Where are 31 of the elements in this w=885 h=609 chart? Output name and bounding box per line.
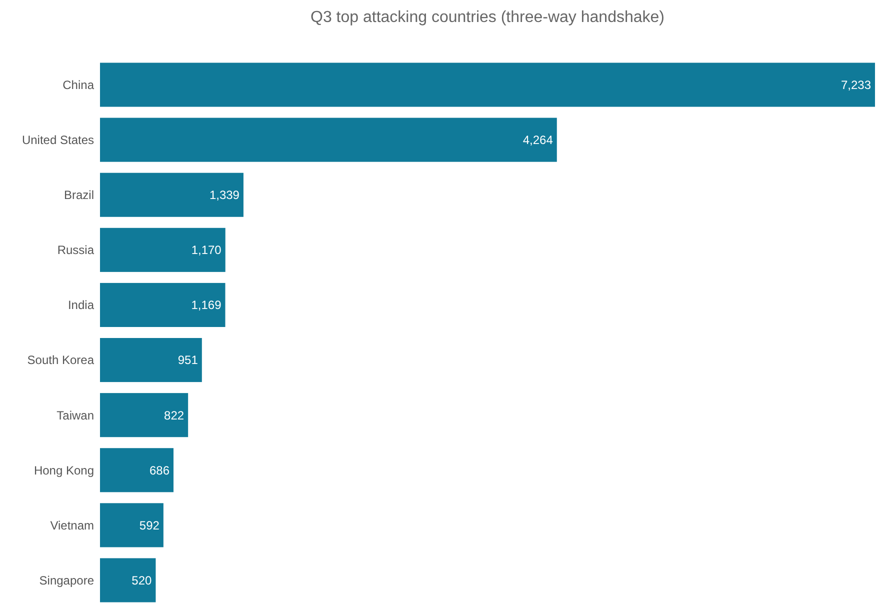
y-tick-label: India xyxy=(68,298,94,312)
y-tick-label: United States xyxy=(22,133,94,148)
bar xyxy=(100,118,557,162)
y-tick-label: Brazil xyxy=(64,188,94,202)
data-label: 822 xyxy=(164,408,184,422)
y-tick-label: Russia xyxy=(57,243,94,258)
data-label: 1,170 xyxy=(191,243,222,258)
y-tick-label: South Korea xyxy=(27,353,94,368)
y-tick-label: Singapore xyxy=(39,573,94,588)
data-label: 951 xyxy=(178,353,198,368)
data-label: 592 xyxy=(139,518,160,532)
bar xyxy=(100,228,226,272)
data-label: 1,169 xyxy=(191,298,222,312)
data-label: 7,233 xyxy=(840,78,872,92)
chart-title: Q3 top attacking countries (three-way handshake) xyxy=(310,9,664,26)
data-label: 520 xyxy=(132,573,152,588)
bar xyxy=(100,503,164,548)
data-label: 4,264 xyxy=(522,133,554,148)
data-label: 1,339 xyxy=(209,188,240,202)
bar xyxy=(100,282,226,327)
y-tick-label: China xyxy=(62,78,94,92)
bar xyxy=(100,172,244,217)
bar xyxy=(100,393,188,438)
data-label: 686 xyxy=(149,463,170,478)
bar xyxy=(100,448,174,492)
bar xyxy=(100,62,875,107)
y-tick-label: Hong Kong xyxy=(34,463,94,478)
bar xyxy=(100,338,202,382)
bar xyxy=(100,558,156,602)
y-tick-label: Vietnam xyxy=(50,518,94,532)
y-tick-label: Taiwan xyxy=(56,408,94,422)
